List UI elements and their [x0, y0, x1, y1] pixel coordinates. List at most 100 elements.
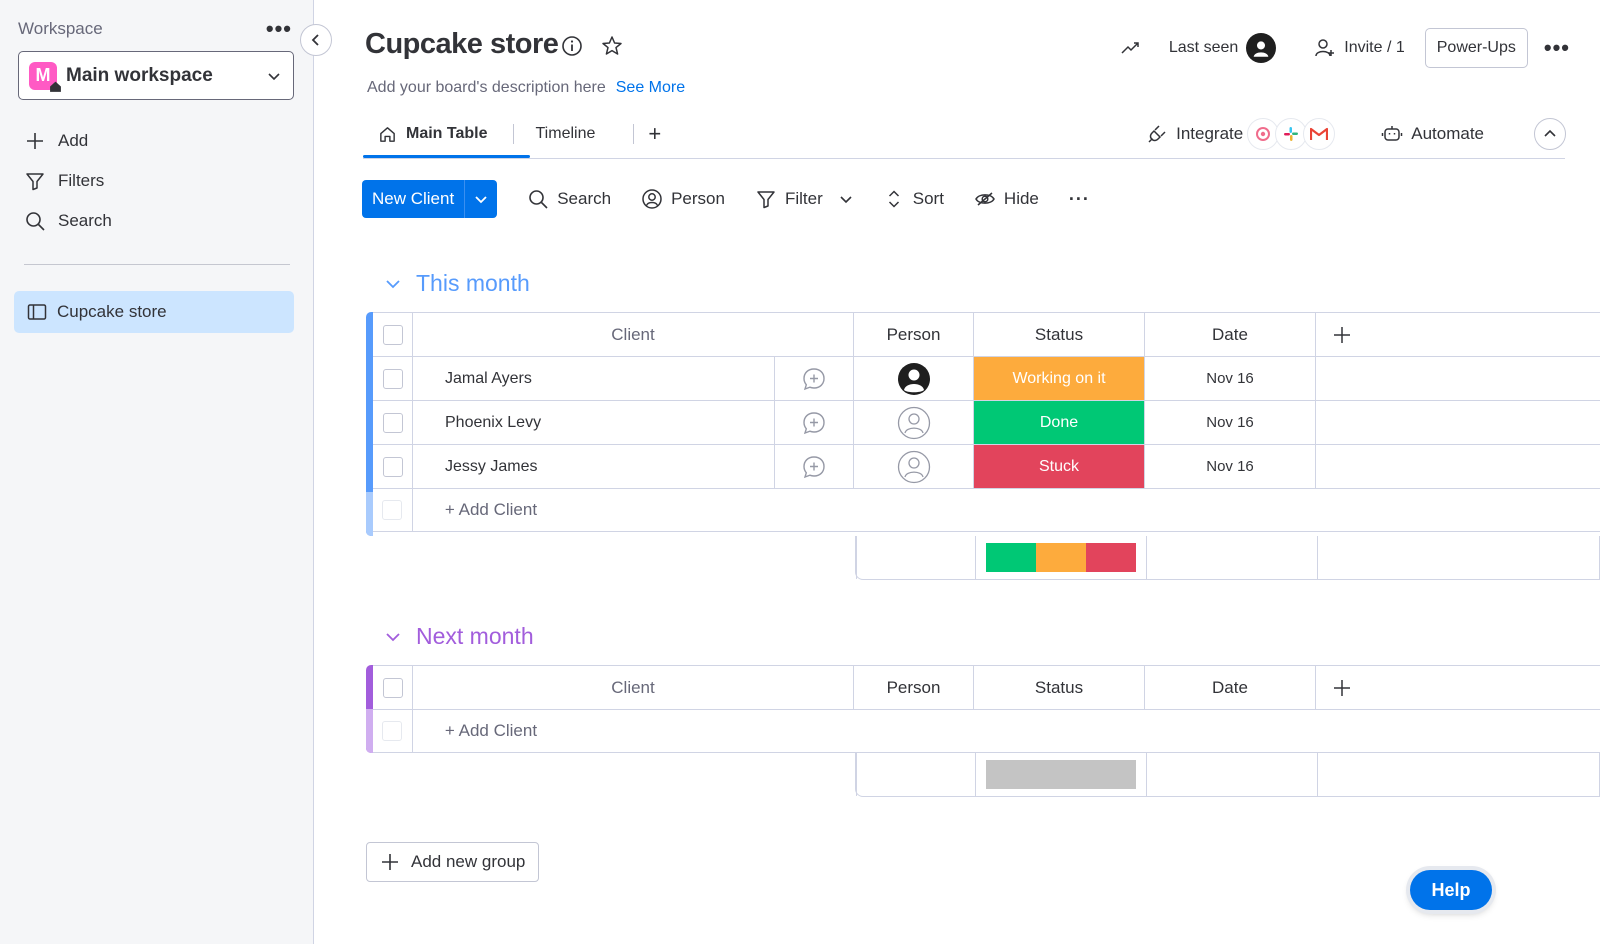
- column-header-person[interactable]: Person: [854, 666, 974, 709]
- add-view-button[interactable]: +: [648, 121, 662, 146]
- column-header-person[interactable]: Person: [854, 313, 974, 356]
- see-more-link[interactable]: See More: [615, 79, 686, 96]
- table-row[interactable]: Jessy James Stuck Nov 16: [373, 444, 1600, 488]
- column-header-status[interactable]: Status: [974, 313, 1145, 356]
- plus-icon: [27, 133, 43, 149]
- add-item-row[interactable]: + Add Client: [373, 709, 1600, 753]
- column-header-date[interactable]: Date: [1145, 313, 1316, 356]
- summary-status-cell[interactable]: [976, 753, 1147, 796]
- star-icon[interactable]: [600, 34, 624, 58]
- sidebar-item-add[interactable]: Add: [24, 130, 88, 152]
- workspace-more-icon[interactable]: •••: [265, 16, 292, 41]
- group-color-bar-light: [366, 492, 373, 536]
- more-icon: ···: [1068, 188, 1090, 209]
- status-summary-segment[interactable]: [986, 760, 1136, 789]
- circle-logo-icon: [1256, 127, 1271, 141]
- search-button[interactable]: Search: [527, 188, 611, 210]
- sort-icon: [888, 190, 899, 208]
- summary-status-cell[interactable]: [976, 536, 1147, 579]
- board-icon: [27, 304, 47, 320]
- board-more-button[interactable]: •••: [1544, 35, 1570, 61]
- status-cell[interactable]: Stuck: [974, 445, 1145, 488]
- row-checkbox: [382, 721, 403, 741]
- collapse-sidebar-button[interactable]: [300, 24, 332, 56]
- column-header-client[interactable]: Client: [413, 313, 854, 356]
- row-checkbox[interactable]: [382, 456, 403, 477]
- client-cell[interactable]: Jessy James: [413, 445, 775, 488]
- status-cell[interactable]: Working on it: [974, 357, 1145, 400]
- automate-button[interactable]: Automate: [1381, 123, 1484, 145]
- add-item-input[interactable]: + Add Client: [444, 500, 538, 519]
- add-item-input[interactable]: + Add Client: [444, 721, 538, 740]
- person-cell[interactable]: [854, 445, 974, 488]
- chevron-down-icon[interactable]: [384, 275, 402, 293]
- sidebar-item-search[interactable]: Search: [24, 210, 112, 232]
- sort-button[interactable]: Sort: [883, 188, 944, 210]
- select-all-checkbox[interactable]: [382, 677, 403, 698]
- column-header-date[interactable]: Date: [1145, 666, 1316, 709]
- sidebar-item-label: Search: [58, 211, 112, 230]
- add-column-button[interactable]: [1316, 666, 1600, 709]
- date-cell[interactable]: Nov 16: [1145, 357, 1316, 400]
- gmail-logo-icon: [1310, 127, 1329, 140]
- client-cell[interactable]: Jamal Ayers: [413, 357, 775, 400]
- hide-button[interactable]: Hide: [974, 188, 1039, 210]
- filter-button[interactable]: Filter: [755, 188, 853, 210]
- group-header[interactable]: This month: [384, 270, 530, 297]
- row-checkbox[interactable]: [382, 368, 403, 389]
- integrate-button[interactable]: Integrate: [1146, 118, 1336, 150]
- select-all-checkbox[interactable]: [382, 324, 403, 345]
- person-filter-button[interactable]: Person: [641, 188, 725, 210]
- status-summary-segment[interactable]: [1085, 543, 1136, 572]
- add-item-row[interactable]: + Add Client: [373, 488, 1600, 532]
- new-item-button[interactable]: New Client: [362, 180, 498, 218]
- status-cell[interactable]: Done: [974, 401, 1145, 444]
- activity-button[interactable]: [1119, 37, 1141, 59]
- status-summary-bar[interactable]: [986, 543, 1136, 572]
- date-cell[interactable]: Nov 16: [1145, 401, 1316, 444]
- info-icon[interactable]: [560, 34, 584, 58]
- new-item-dropdown[interactable]: [464, 180, 497, 218]
- column-header-client[interactable]: Client: [413, 666, 854, 709]
- description-text[interactable]: Add your board's description here: [367, 79, 606, 96]
- help-button[interactable]: Help: [1410, 870, 1492, 910]
- new-item-label[interactable]: New Client: [372, 189, 455, 208]
- tab-timeline[interactable]: Timeline: [514, 118, 634, 150]
- sidebar-item-board[interactable]: Cupcake store: [14, 291, 294, 333]
- updates-cell[interactable]: [775, 401, 854, 444]
- home-icon: [380, 126, 395, 142]
- invite-button[interactable]: Invite / 1: [1314, 37, 1405, 59]
- person-cell[interactable]: [854, 357, 974, 400]
- board-description[interactable]: Add your board's description here See Mor…: [367, 79, 685, 97]
- sidebar-item-filters[interactable]: Filters: [24, 170, 104, 192]
- chevron-down-icon[interactable]: [384, 628, 402, 646]
- status-summary-bar[interactable]: [986, 760, 1136, 789]
- updates-cell[interactable]: [775, 357, 854, 400]
- workspace-selector[interactable]: M Main workspace: [18, 51, 294, 100]
- powerups-button[interactable]: Power-Ups: [1424, 28, 1528, 68]
- table-row[interactable]: Jamal Ayers Working on it Nov 16: [373, 356, 1600, 400]
- last-seen-button[interactable]: Last seen: [1169, 33, 1277, 63]
- group-title[interactable]: Next month: [416, 623, 534, 649]
- person-cell[interactable]: [854, 401, 974, 444]
- group-header[interactable]: Next month: [384, 623, 534, 650]
- client-cell[interactable]: Phoenix Levy: [413, 401, 775, 444]
- date-cell[interactable]: Nov 16: [1145, 445, 1316, 488]
- chevron-down-icon[interactable]: [839, 192, 853, 206]
- row-checkbox[interactable]: [382, 412, 403, 433]
- add-group-button[interactable]: Add new group: [366, 842, 539, 882]
- collapse-header-button[interactable]: [1534, 118, 1566, 150]
- status-summary-segment[interactable]: [986, 543, 1036, 572]
- toolbar-more-button[interactable]: ···: [1069, 189, 1090, 210]
- group-title[interactable]: This month: [416, 270, 530, 296]
- add-column-button[interactable]: [1316, 313, 1600, 356]
- search-icon: [529, 190, 548, 209]
- status-summary-segment[interactable]: [1035, 543, 1086, 572]
- home-icon: [50, 81, 61, 92]
- summary-date-cell: [1147, 536, 1318, 579]
- column-header-status[interactable]: Status: [974, 666, 1145, 709]
- updates-cell[interactable]: [775, 445, 854, 488]
- page-title[interactable]: Cupcake store: [365, 28, 559, 60]
- tab-main-table[interactable]: Main Table: [363, 118, 503, 150]
- table-row[interactable]: Phoenix Levy Done Nov 16: [373, 400, 1600, 444]
